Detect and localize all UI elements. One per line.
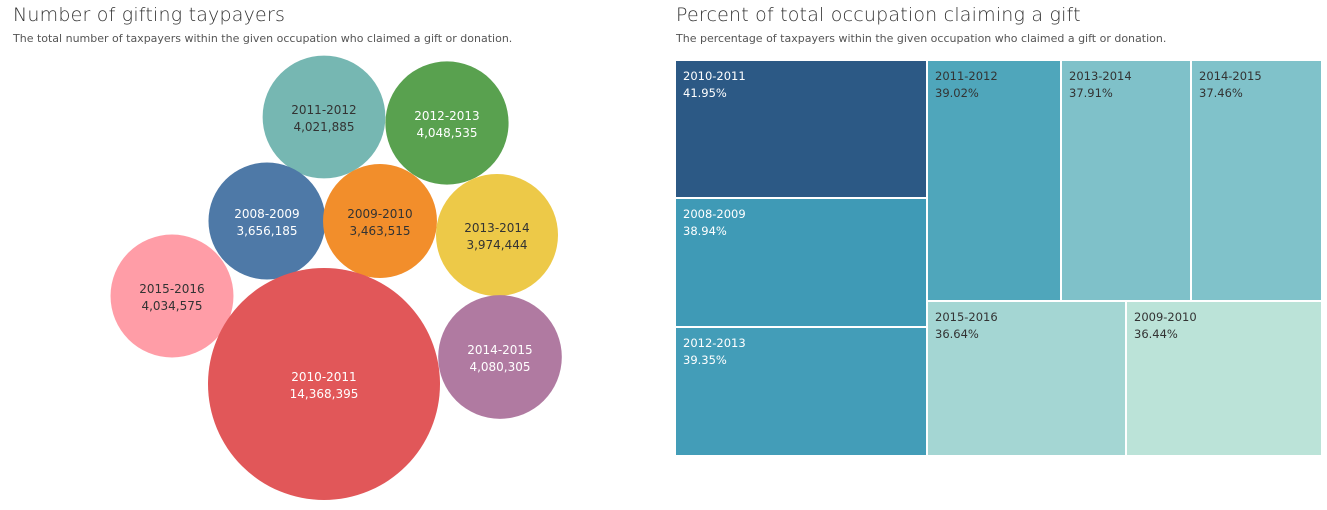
bubble-2009-2010[interactable]: 2009-2010 3,463,515 xyxy=(323,164,437,278)
treemap-label: 2012-2013 xyxy=(683,336,746,350)
bubble-value-label: 3,463,515 xyxy=(349,224,410,238)
bubble-label: 2010-2011 xyxy=(291,370,356,384)
treemap-value-label: 36.44% xyxy=(1134,327,1178,341)
bubble-value-label: 4,048,535 xyxy=(416,126,477,140)
bubble-label: 2014-2015 xyxy=(467,343,532,357)
treemap-cell-2015-2016[interactable]: 2015-2016 36.64% xyxy=(928,302,1125,455)
treemap-rect[interactable] xyxy=(676,199,926,326)
bubble-2013-2014[interactable]: 2013-2014 3,974,444 xyxy=(435,173,559,297)
bubble-label: 2011-2012 xyxy=(291,103,356,117)
treemap-label: 2013-2014 xyxy=(1069,69,1132,83)
treemap-rect[interactable] xyxy=(676,328,926,455)
treemap-cell-2008-2009[interactable]: 2008-2009 38.94% xyxy=(676,199,926,326)
treemap-rect[interactable] xyxy=(676,61,926,197)
bubble-label: 2012-2013 xyxy=(414,109,479,123)
treemap-rect[interactable] xyxy=(928,61,1060,300)
bubble-chart-subtitle: The total number of taxpayers within the… xyxy=(13,32,513,45)
bubble-label: 2008-2009 xyxy=(234,207,299,221)
bubble-circle[interactable] xyxy=(438,295,562,419)
bubble-2010-2011[interactable]: 2010-2011 14,368,395 xyxy=(208,268,440,500)
treemap-value-label: 37.46% xyxy=(1199,86,1243,100)
treemap-value-label: 41.95% xyxy=(683,86,727,100)
treemap-cell-2011-2012[interactable]: 2011-2012 39.02% xyxy=(928,61,1060,300)
bubble-circle[interactable] xyxy=(262,55,386,179)
treemap-rect[interactable] xyxy=(1127,302,1321,455)
bubble-chart-title: Number of gifting taypayers xyxy=(13,4,286,26)
treemap-cell-2014-2015[interactable]: 2014-2015 37.46% xyxy=(1192,61,1321,300)
treemap-label: 2015-2016 xyxy=(935,310,998,324)
bubble-circle[interactable] xyxy=(110,234,234,358)
bubble-circle[interactable] xyxy=(435,173,559,297)
bubble-circle[interactable] xyxy=(323,164,437,278)
bubble-2011-2012[interactable]: 2011-2012 4,021,885 xyxy=(262,55,386,179)
bubble-value-label: 14,368,395 xyxy=(290,387,359,401)
treemap-cell-2012-2013[interactable]: 2012-2013 39.35% xyxy=(676,328,926,455)
bubble-value-label: 3,656,185 xyxy=(236,224,297,238)
treemap-label: 2008-2009 xyxy=(683,207,746,221)
bubble-label: 2013-2014 xyxy=(464,221,529,235)
bubble-value-label: 4,034,575 xyxy=(141,299,202,313)
treemap-value-label: 37.91% xyxy=(1069,86,1113,100)
bubble-circle[interactable] xyxy=(385,61,509,185)
treemap-chart: 2010-2011 41.95% 2008-2009 38.94% 2012-2013 3… xyxy=(676,61,1321,455)
treemap-rect[interactable] xyxy=(928,302,1125,455)
bubble-value-label: 3,974,444 xyxy=(466,238,527,252)
bubble-circle[interactable] xyxy=(208,162,326,280)
treemap-value-label: 39.02% xyxy=(935,86,979,100)
bubble-value-label: 4,021,885 xyxy=(293,120,354,134)
treemap-label: 2010-2011 xyxy=(683,69,746,83)
bubble-chart: 2011-2012 4,021,885 2012-2013 4,048,535 2008… xyxy=(110,55,562,500)
treemap-cell-2013-2014[interactable]: 2013-2014 37.91% xyxy=(1062,61,1190,300)
bubble-label: 2009-2010 xyxy=(347,207,412,221)
treemap-title: Percent of total occupation claiming a g… xyxy=(676,4,1081,26)
treemap-rect[interactable] xyxy=(1192,61,1321,300)
treemap-label: 2009-2010 xyxy=(1134,310,1197,324)
treemap-cell-2009-2010[interactable]: 2009-2010 36.44% xyxy=(1127,302,1321,455)
bubble-2014-2015[interactable]: 2014-2015 4,080,305 xyxy=(438,295,562,419)
treemap-rect[interactable] xyxy=(1062,61,1190,300)
treemap-value-label: 38.94% xyxy=(683,224,727,238)
bubble-label: 2015-2016 xyxy=(139,282,204,296)
bubble-2008-2009[interactable]: 2008-2009 3,656,185 xyxy=(208,162,326,280)
treemap-value-label: 36.64% xyxy=(935,327,979,341)
bubble-2012-2013[interactable]: 2012-2013 4,048,535 xyxy=(385,61,509,185)
bubble-2015-2016[interactable]: 2015-2016 4,034,575 xyxy=(110,234,234,358)
treemap-cell-2010-2011[interactable]: 2010-2011 41.95% xyxy=(676,61,926,197)
treemap-subtitle: The percentage of taxpayers within the g… xyxy=(676,32,1167,45)
treemap-value-label: 39.35% xyxy=(683,353,727,367)
bubble-value-label: 4,080,305 xyxy=(469,360,530,374)
bubble-circle[interactable] xyxy=(208,268,440,500)
treemap-label: 2014-2015 xyxy=(1199,69,1262,83)
treemap-label: 2011-2012 xyxy=(935,69,998,83)
